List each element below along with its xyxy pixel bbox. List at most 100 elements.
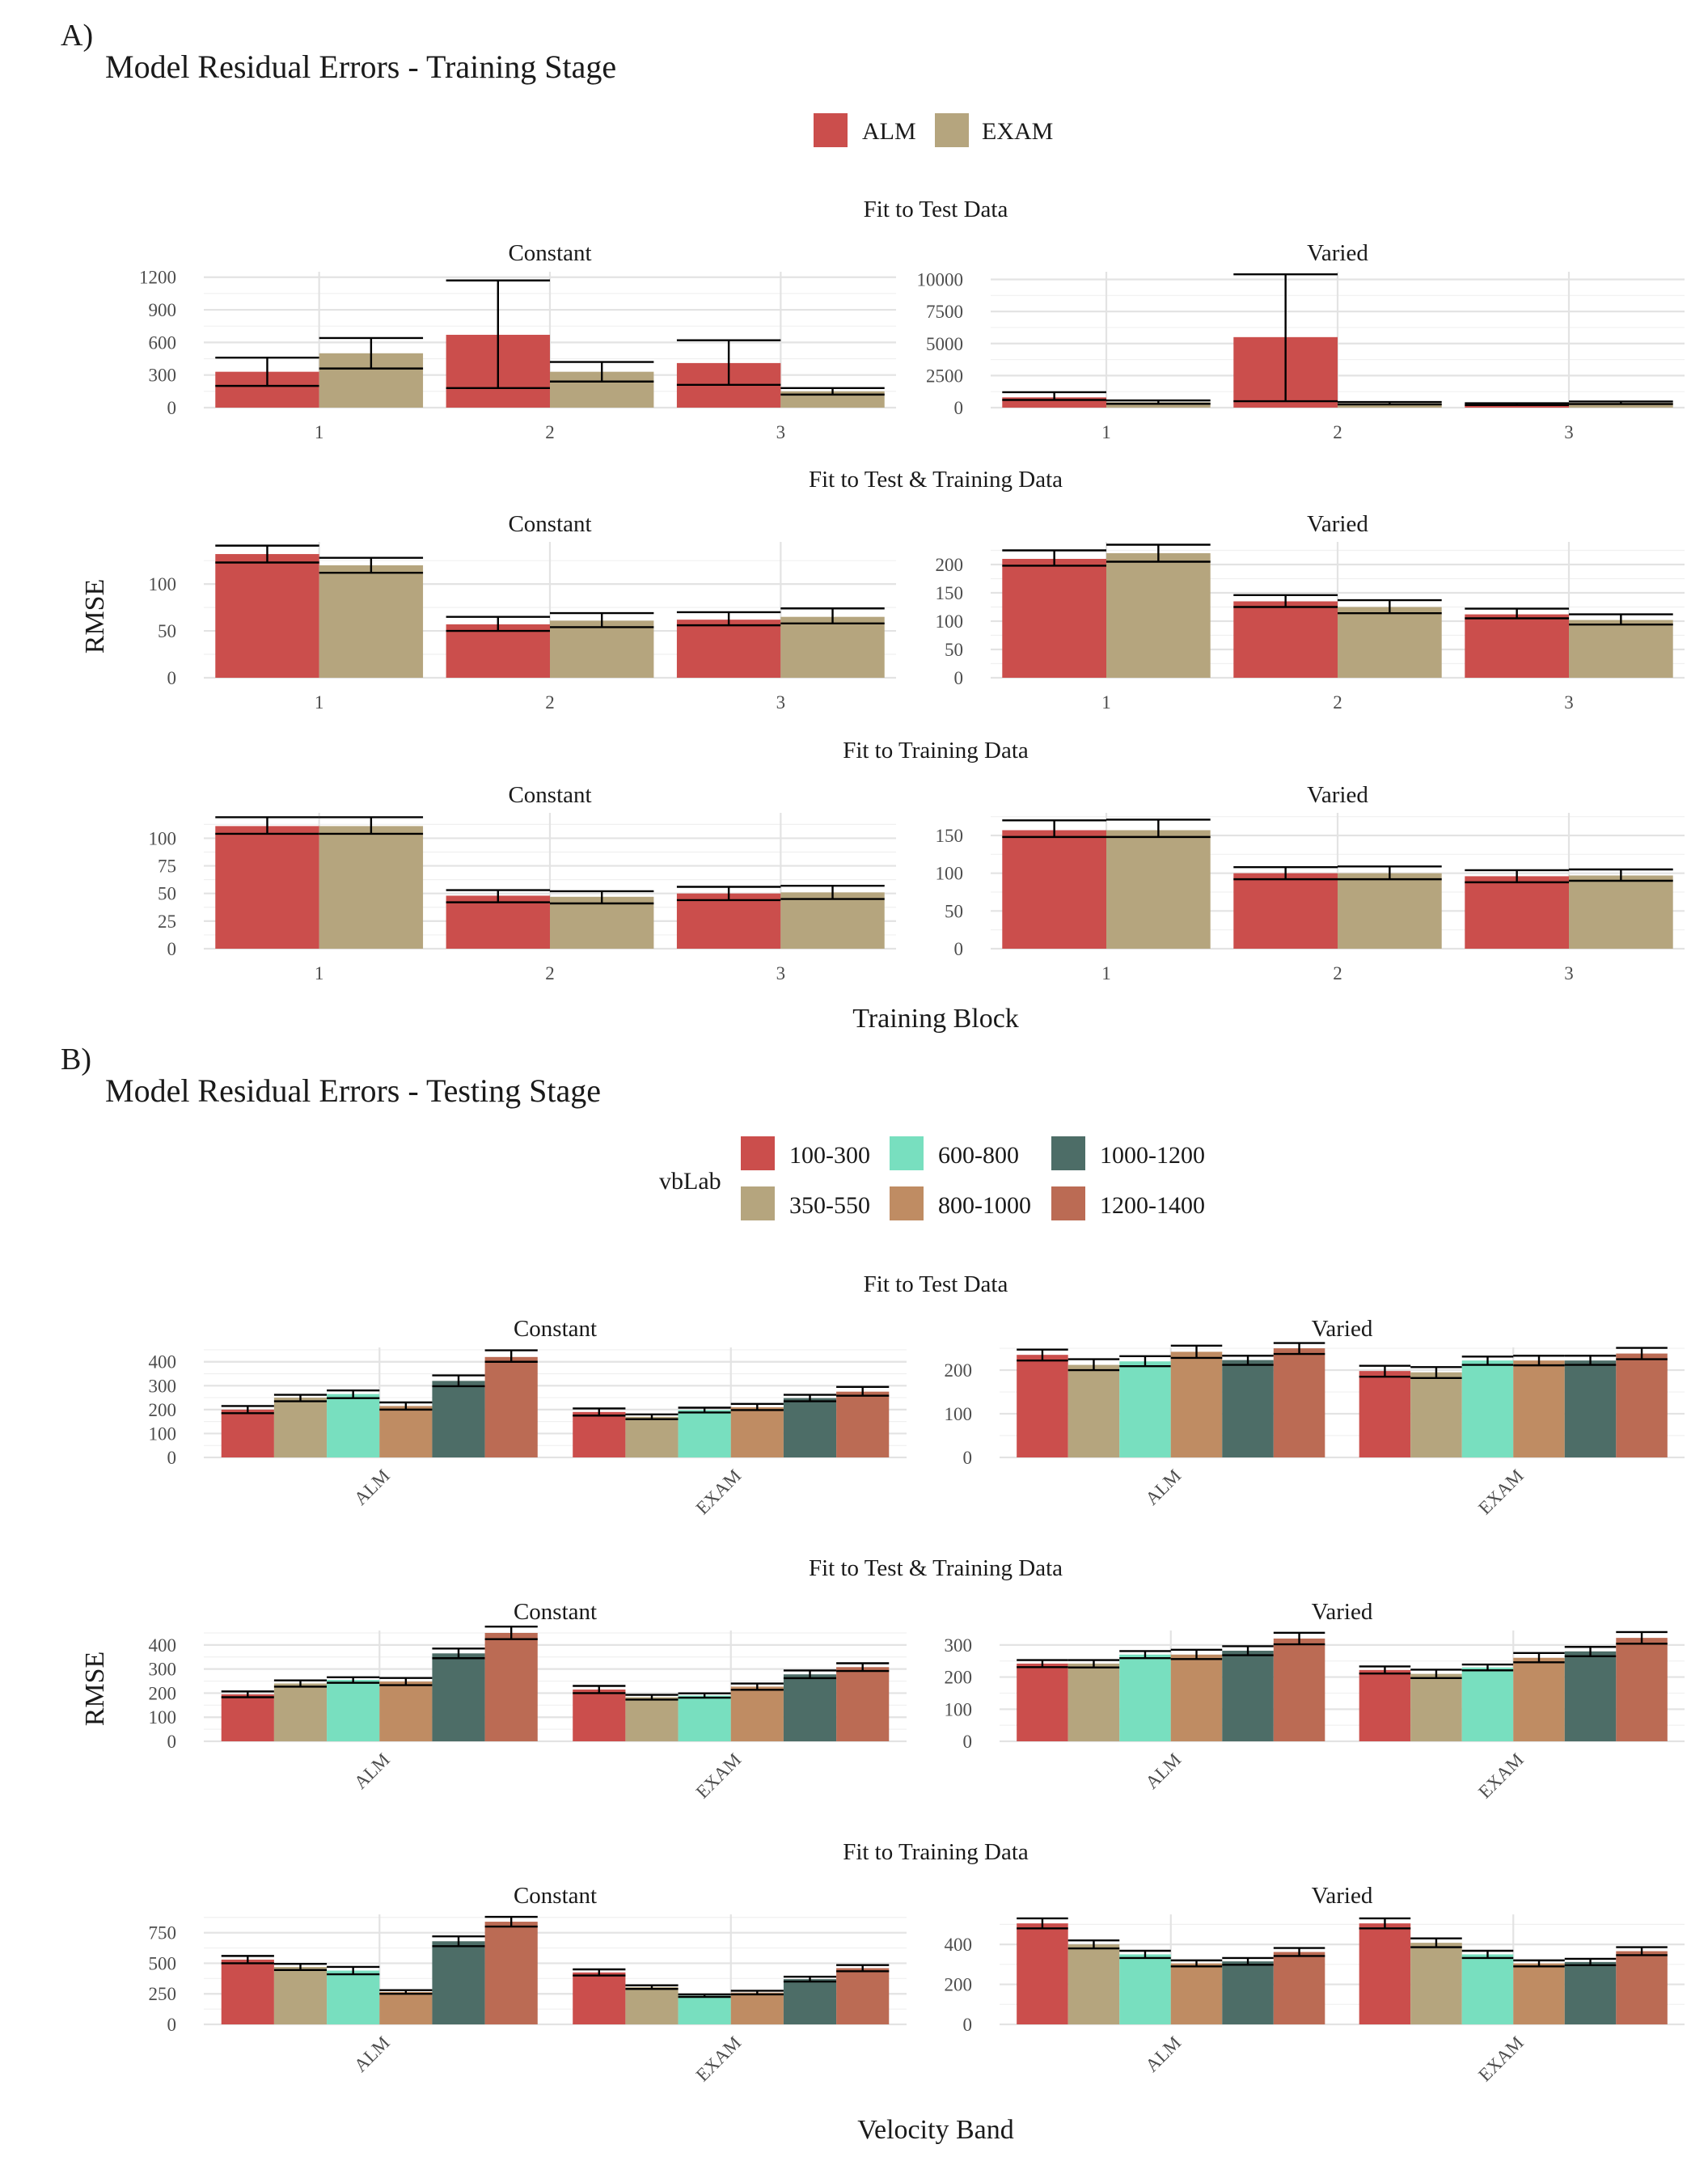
x-tick-label-c0-r1-f0: 3 bbox=[776, 692, 786, 713]
bar-c1-r0-f1-100-300-ALM bbox=[1017, 1355, 1068, 1457]
strip-label-c1-r1-f0: Constant bbox=[514, 1599, 597, 1625]
bar-c0-r2-f0-EXAM-1 bbox=[319, 826, 424, 949]
y-tick-label-c0-r2-f1: 0 bbox=[954, 939, 964, 959]
y-tick-label-c0-r0-f0: 300 bbox=[149, 366, 177, 386]
y-tick-label-c0-r1-f0: 50 bbox=[158, 621, 176, 641]
y-tick-label-c1-r0-f0: 300 bbox=[149, 1376, 177, 1396]
bar-c1-r2-f0-1200-1400-EXAM bbox=[836, 1968, 890, 2024]
facet-panel-c1-r0-f0: Constant 0 100 200 300 400 ALM EXAM bbox=[149, 1316, 907, 1518]
bar-c1-r0-f0-800-1000-EXAM bbox=[730, 1406, 784, 1457]
y-tick-label-c0-r2-f1: 150 bbox=[936, 826, 964, 846]
strip-label-c1-r2-f1: Varied bbox=[1312, 1883, 1373, 1909]
bar-c1-r0-f0-350-550-ALM bbox=[273, 1398, 328, 1457]
bar-c1-r1-f0-100-300-EXAM bbox=[573, 1689, 626, 1741]
bar-c0-r1-f1-EXAM-3 bbox=[1569, 620, 1673, 678]
legend-b-swatch-800-1000 bbox=[890, 1186, 924, 1220]
y-tick-label-c1-r2-f0: 500 bbox=[149, 1953, 177, 1973]
facet-panel-c1-r2-f1: Varied 0 200 400 ALM EXAM bbox=[945, 1883, 1685, 2085]
y-tick-label-c1-r1-f0: 400 bbox=[149, 1635, 177, 1656]
x-tick-label-c0-r0-f1: 2 bbox=[1333, 422, 1342, 442]
y-tick-label-c1-r2-f1: 200 bbox=[945, 1975, 973, 1995]
bar-c1-r1-f1-1200-1400-EXAM bbox=[1616, 1638, 1668, 1741]
bar-c0-r2-f1-EXAM-1 bbox=[1106, 830, 1211, 949]
legend-b-swatch-100-300 bbox=[741, 1136, 775, 1170]
bar-c1-r2-f0-600-800-ALM bbox=[327, 1970, 380, 2024]
a-row-title-1: Fit to Test Data bbox=[864, 197, 1008, 222]
y-tick-label-c0-r0-f0: 900 bbox=[149, 300, 177, 320]
x-tick-label-c0-r1-f1: 2 bbox=[1333, 692, 1342, 713]
bar-c1-r2-f1-600-800-EXAM bbox=[1461, 1954, 1514, 2024]
bar-c1-r0-f0-1200-1400-ALM bbox=[484, 1356, 538, 1457]
bar-c1-r1-f1-100-300-EXAM bbox=[1359, 1669, 1411, 1741]
x-tick-label-c1-r1-f1: ALM bbox=[1141, 1749, 1185, 1793]
y-tick-label-c1-r1-f0: 200 bbox=[149, 1683, 177, 1703]
facet-panel-c0-r1-f1: Varied 0 50 100 150 200 1 2 3 bbox=[936, 511, 1685, 713]
y-tick-label-c0-r1-f0: 100 bbox=[149, 574, 177, 594]
y-tick-label-c0-r2-f1: 100 bbox=[936, 864, 964, 884]
legend-a-swatch-exam bbox=[935, 113, 969, 147]
bar-c1-r0-f1-600-800-EXAM bbox=[1461, 1360, 1514, 1457]
bar-c1-r0-f0-1200-1400-EXAM bbox=[836, 1391, 890, 1457]
x-tick-label-c0-r1-f1: 1 bbox=[1101, 692, 1111, 713]
y-tick-label-c1-r1-f1: 200 bbox=[945, 1668, 973, 1688]
y-tick-label-c0-r0-f0: 600 bbox=[149, 332, 177, 353]
bar-c1-r2-f0-1000-1200-ALM bbox=[432, 1941, 485, 2024]
bar-c1-r0-f0-1000-1200-ALM bbox=[432, 1381, 485, 1457]
bar-c1-r1-f1-100-300-ALM bbox=[1017, 1663, 1068, 1741]
bar-c0-r0-f1-EXAM-3 bbox=[1569, 402, 1673, 408]
legend-a-label-exam: EXAM bbox=[982, 118, 1053, 145]
bar-c0-r1-f1-EXAM-2 bbox=[1338, 607, 1442, 678]
bar-c1-r1-f0-600-800-ALM bbox=[327, 1680, 380, 1741]
bar-c1-r1-f1-1000-1200-EXAM bbox=[1564, 1651, 1617, 1741]
bar-c0-r2-f0-EXAM-2 bbox=[550, 896, 654, 949]
x-tick-label-c0-r2-f0: 1 bbox=[315, 963, 324, 983]
b-y-axis-title: RMSE bbox=[80, 1652, 110, 1727]
bar-c1-r1-f1-350-550-ALM bbox=[1068, 1663, 1120, 1741]
bar-c1-r0-f1-800-1000-ALM bbox=[1170, 1351, 1223, 1457]
y-tick-label-c0-r2-f0: 0 bbox=[167, 939, 177, 959]
x-tick-label-c0-r0-f0: 1 bbox=[315, 422, 324, 442]
bar-c1-r1-f1-600-800-ALM bbox=[1119, 1654, 1171, 1741]
x-tick-label-c1-r2-f0: ALM bbox=[350, 2032, 394, 2076]
y-tick-label-c1-r0-f1: 0 bbox=[963, 1448, 973, 1468]
bar-c1-r2-f1-100-300-EXAM bbox=[1359, 1923, 1411, 2024]
y-tick-label-c1-r0-f1: 200 bbox=[945, 1360, 973, 1381]
y-tick-label-c1-r1-f1: 0 bbox=[963, 1732, 973, 1752]
y-tick-label-c1-r0-f0: 200 bbox=[149, 1400, 177, 1420]
legend-b-label-350-550: 350-550 bbox=[789, 1192, 870, 1219]
bar-c1-r0-f1-350-550-ALM bbox=[1068, 1364, 1120, 1457]
bar-c1-r0-f0-600-800-ALM bbox=[327, 1394, 380, 1457]
facet-panel-c0-r1-f0: Constant 0 50 100 1 2 3 bbox=[149, 511, 896, 713]
facet-panel-c1-r1-f0: Constant 0 100 200 300 400 ALM EXAM bbox=[149, 1599, 907, 1802]
y-tick-label-c1-r0-f0: 100 bbox=[149, 1423, 177, 1444]
strip-label-c1-r1-f1: Varied bbox=[1312, 1599, 1373, 1625]
bar-c0-r1-f0-EXAM-3 bbox=[780, 616, 885, 678]
bar-c1-r2-f0-100-300-ALM bbox=[221, 1959, 274, 2024]
legend-b: vbLab 100-300 350-550 600-800 800-1000 1… bbox=[659, 1136, 1205, 1220]
y-tick-label-c0-r1-f0: 0 bbox=[167, 668, 177, 688]
legend-a: ALM EXAM bbox=[814, 113, 1053, 147]
bar-c1-r2-f1-1000-1200-EXAM bbox=[1564, 1961, 1617, 2024]
bar-c1-r2-f0-600-800-EXAM bbox=[678, 1995, 731, 2024]
y-tick-label-c1-r2-f1: 0 bbox=[963, 2015, 973, 2035]
bar-c1-r0-f1-1000-1200-ALM bbox=[1222, 1360, 1274, 1457]
bar-c1-r2-f1-1200-1400-ALM bbox=[1273, 1952, 1325, 2024]
legend-b-title: vbLab bbox=[659, 1168, 721, 1195]
bar-c1-r0-f0-600-800-EXAM bbox=[678, 1410, 731, 1457]
bar-c0-r1-f0-ALM-2 bbox=[446, 624, 550, 678]
bar-c1-r2-f1-350-550-EXAM bbox=[1410, 1943, 1462, 2024]
bar-c1-r1-f0-350-550-EXAM bbox=[625, 1697, 679, 1741]
bar-c1-r0-f0-350-550-EXAM bbox=[625, 1416, 679, 1457]
panel-a-title: Model Residual Errors - Training Stage bbox=[105, 49, 616, 85]
facet-panel-c1-r0-f1: Varied 0 100 200 ALM EXAM bbox=[945, 1316, 1685, 1518]
facet-panel-c0-r2-f1: Varied 0 50 100 150 1 2 3 bbox=[936, 782, 1685, 983]
x-tick-label-c0-r2-f1: 3 bbox=[1564, 963, 1574, 983]
y-tick-label-c1-r1-f0: 100 bbox=[149, 1707, 177, 1728]
bar-c1-r1-f0-100-300-ALM bbox=[221, 1694, 274, 1741]
x-tick-label-c0-r2-f0: 3 bbox=[776, 963, 786, 983]
bar-c1-r1-f1-600-800-EXAM bbox=[1461, 1667, 1514, 1741]
bar-c0-r2-f1-ALM-3 bbox=[1465, 876, 1569, 949]
bar-c1-r0-f1-800-1000-EXAM bbox=[1513, 1360, 1565, 1457]
bar-c1-r0-f1-1200-1400-ALM bbox=[1273, 1348, 1325, 1457]
